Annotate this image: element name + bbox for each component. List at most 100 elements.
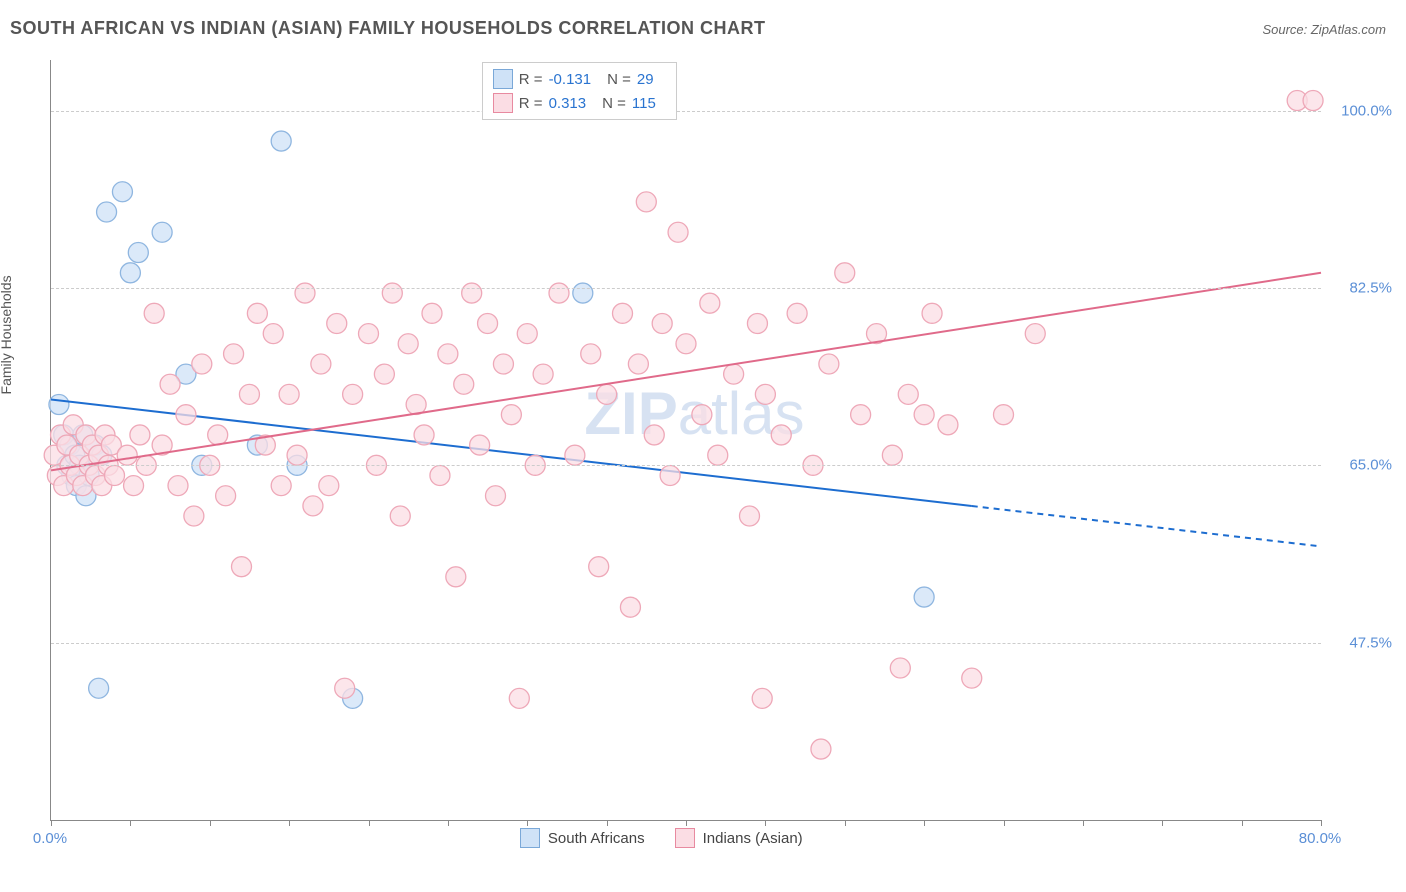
scatter-point [128, 243, 148, 263]
y-tick-label: 47.5% [1349, 634, 1392, 651]
scatter-point [533, 364, 553, 384]
x-tick [924, 820, 925, 826]
legend-swatch [493, 93, 513, 113]
scatter-point [501, 405, 521, 425]
scatter-point [152, 222, 172, 242]
scatter-point [1025, 324, 1045, 344]
scatter-point [486, 486, 506, 506]
scatter-point [327, 313, 347, 333]
scatter-point [168, 476, 188, 496]
scatter-point [208, 425, 228, 445]
scatter-point [890, 658, 910, 678]
scatter-point [636, 192, 656, 212]
source-credit: Source: ZipAtlas.com [1262, 22, 1386, 37]
x-tick-label: 0.0% [33, 830, 67, 847]
scatter-point [144, 303, 164, 323]
scatter-point [914, 405, 934, 425]
scatter-point [398, 334, 418, 354]
x-tick [210, 820, 211, 826]
scatter-point [184, 506, 204, 526]
scatter-point [49, 395, 69, 415]
x-tick [765, 820, 766, 826]
trend-line [51, 273, 1321, 471]
stats-n-value: 29 [637, 71, 654, 88]
x-tick [1004, 820, 1005, 826]
chart-container: SOUTH AFRICAN VS INDIAN (ASIAN) FAMILY H… [0, 0, 1406, 892]
plot-svg [51, 60, 1321, 820]
gridline [51, 288, 1321, 289]
scatter-point [176, 405, 196, 425]
scatter-point [620, 597, 640, 617]
scatter-point [224, 344, 244, 364]
scatter-point [668, 222, 688, 242]
scatter-point [819, 354, 839, 374]
x-tick [1242, 820, 1243, 826]
bottom-legend: South AfricansIndians (Asian) [520, 828, 803, 848]
scatter-point [652, 313, 672, 333]
x-tick [130, 820, 131, 826]
scatter-point [573, 283, 593, 303]
stats-r-label: R = [519, 71, 543, 88]
scatter-point [740, 506, 760, 526]
scatter-point [644, 425, 664, 445]
x-tick [1162, 820, 1163, 826]
scatter-point [89, 678, 109, 698]
stats-n-value: 115 [632, 95, 656, 112]
scatter-point [311, 354, 331, 374]
scatter-point [1303, 91, 1323, 111]
x-tick [527, 820, 528, 826]
scatter-point [755, 384, 775, 404]
scatter-point [454, 374, 474, 394]
scatter-point [478, 313, 498, 333]
scatter-point [124, 476, 144, 496]
scatter-point [112, 182, 132, 202]
legend-label: Indians (Asian) [703, 830, 803, 847]
scatter-point [938, 415, 958, 435]
scatter-point [628, 354, 648, 374]
scatter-point [835, 263, 855, 283]
scatter-point [700, 293, 720, 313]
scatter-point [613, 303, 633, 323]
scatter-point [462, 283, 482, 303]
scatter-point [105, 465, 125, 485]
source-name: ZipAtlas.com [1311, 22, 1386, 37]
y-axis-label: Family Households [0, 275, 14, 394]
scatter-point [160, 374, 180, 394]
scatter-point [271, 476, 291, 496]
scatter-point [287, 445, 307, 465]
scatter-point [117, 445, 137, 465]
plot-area: ZIPatlas [50, 60, 1321, 821]
scatter-point [660, 465, 680, 485]
x-tick [607, 820, 608, 826]
scatter-point [597, 384, 617, 404]
scatter-point [708, 445, 728, 465]
chart-title: SOUTH AFRICAN VS INDIAN (ASIAN) FAMILY H… [10, 18, 766, 39]
scatter-point [271, 131, 291, 151]
x-tick [845, 820, 846, 826]
legend-item: Indians (Asian) [675, 828, 803, 848]
scatter-point [747, 313, 767, 333]
y-tick-label: 65.0% [1349, 457, 1392, 474]
scatter-point [216, 486, 236, 506]
scatter-point [589, 557, 609, 577]
scatter-point [581, 344, 601, 364]
x-tick [289, 820, 290, 826]
scatter-point [390, 506, 410, 526]
x-tick [369, 820, 370, 826]
scatter-point [509, 688, 529, 708]
stats-r-value: 0.313 [549, 95, 587, 112]
stats-r-label: R = [519, 95, 543, 112]
scatter-point [771, 425, 791, 445]
scatter-point [787, 303, 807, 323]
scatter-point [565, 445, 585, 465]
gridline [51, 643, 1321, 644]
scatter-point [263, 324, 283, 344]
stats-r-value: -0.131 [549, 71, 592, 88]
legend-swatch [493, 69, 513, 89]
scatter-point [422, 303, 442, 323]
scatter-point [517, 324, 537, 344]
scatter-point [724, 364, 744, 384]
x-tick [448, 820, 449, 826]
legend-swatch [675, 828, 695, 848]
scatter-point [438, 344, 458, 364]
